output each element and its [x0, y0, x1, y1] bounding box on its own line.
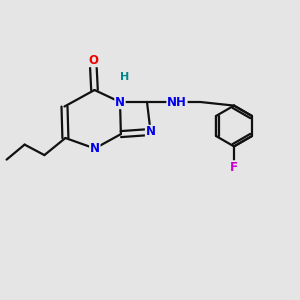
Text: F: F: [230, 161, 238, 174]
Text: N: N: [115, 95, 125, 109]
Text: NH: NH: [167, 95, 187, 109]
Text: N: N: [146, 125, 156, 139]
Text: H: H: [120, 71, 129, 82]
Text: O: O: [88, 53, 98, 67]
Text: N: N: [90, 142, 100, 155]
